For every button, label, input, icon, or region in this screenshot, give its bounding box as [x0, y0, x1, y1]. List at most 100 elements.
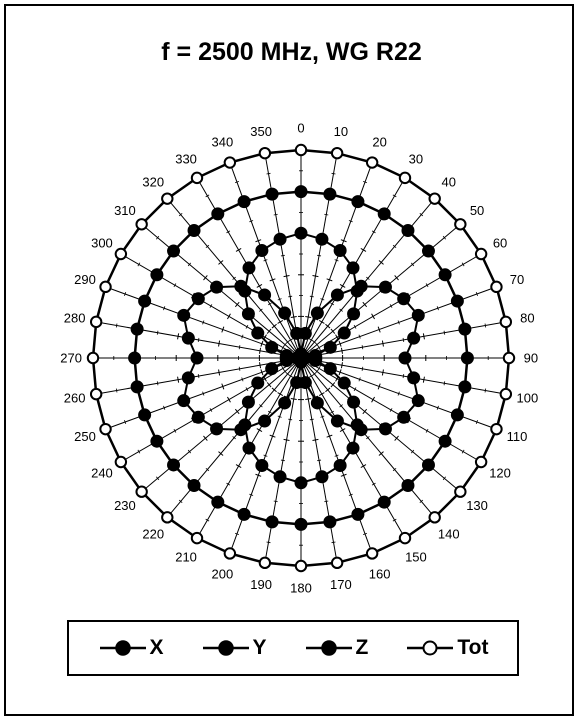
point-tot-0	[294, 143, 308, 157]
point-y-190	[273, 470, 287, 484]
point-z-320	[187, 224, 201, 238]
minor-tick	[209, 408, 213, 412]
point-tot-200	[223, 547, 237, 560]
minor-tick	[124, 420, 127, 425]
spoke-tick	[360, 464, 367, 469]
angle-label-210: 210	[175, 550, 197, 565]
spoke-tick	[218, 340, 221, 347]
point-z-40	[401, 224, 415, 238]
minor-tick	[178, 213, 183, 217]
minor-tick	[163, 306, 166, 311]
minor-tick	[436, 405, 439, 410]
spoke-tick	[277, 392, 284, 396]
legend-label-y: Y	[252, 636, 267, 659]
angle-label-100: 100	[516, 390, 538, 405]
spoke-tick	[218, 369, 221, 376]
spoke-tick	[260, 369, 264, 376]
minor-tick	[353, 387, 357, 392]
point-z-310	[167, 244, 181, 258]
point-z-330	[211, 207, 225, 221]
minor-tick	[358, 334, 361, 339]
angle-label-170: 170	[330, 577, 352, 592]
minor-tick	[475, 291, 478, 296]
minor-tick	[442, 235, 446, 240]
spoke-tick	[330, 328, 336, 334]
point-y-250	[265, 362, 279, 376]
minor-tick	[238, 345, 241, 350]
spoke-tick	[371, 396, 375, 403]
minor-tick	[320, 415, 325, 418]
minor-tick	[443, 381, 446, 386]
spoke-tick	[330, 382, 336, 388]
point-tot-70	[490, 280, 503, 294]
point-y-10	[315, 232, 329, 246]
minor-tick	[315, 369, 319, 374]
point-y-40	[350, 284, 364, 298]
minor-tick	[484, 388, 487, 393]
minor-tick	[366, 276, 370, 280]
point-y-300	[251, 326, 265, 340]
minor-tick	[209, 304, 213, 308]
point-y-20	[333, 243, 347, 257]
spoke-tick	[305, 316, 312, 319]
spoke-tick	[377, 326, 381, 333]
spoke-tick	[177, 333, 180, 340]
point-z-180	[294, 517, 308, 531]
angle-label-310: 310	[114, 203, 136, 218]
spoke-tick	[283, 275, 290, 278]
spoke-tick	[255, 473, 262, 477]
spoke-tick	[339, 284, 346, 288]
minor-tick	[283, 342, 287, 347]
point-x-270	[190, 351, 204, 365]
point-z-0	[294, 185, 308, 199]
point-y-200	[255, 459, 269, 473]
point-z-60	[438, 268, 452, 282]
minor-tick	[205, 194, 210, 198]
point-tot-30	[398, 171, 412, 185]
minor-tick	[173, 428, 177, 433]
minor-tick	[273, 213, 278, 216]
spoke-tick	[260, 340, 264, 347]
point-tot-190	[258, 556, 272, 570]
angle-label-130: 130	[466, 498, 488, 513]
minor-tick	[339, 308, 343, 312]
point-z-340	[237, 195, 251, 209]
legend-label-x: X	[149, 636, 164, 659]
point-tot-340	[223, 156, 237, 169]
legend-item-y: Y	[201, 636, 267, 660]
point-x-150	[330, 414, 344, 428]
angle-label-320: 320	[142, 174, 164, 189]
point-z-200	[237, 507, 251, 521]
minor-tick	[309, 295, 314, 298]
spoke-tick	[360, 247, 367, 252]
minor-tick	[263, 454, 268, 457]
point-tot-40	[428, 192, 441, 205]
minor-tick	[358, 377, 361, 382]
point-z-20	[351, 195, 365, 209]
point-tot-250	[99, 422, 112, 436]
point-tot-300	[114, 247, 128, 261]
point-z-160	[351, 507, 365, 521]
minor-tick	[309, 374, 314, 378]
minor-tick	[366, 436, 370, 440]
point-x-290	[177, 308, 191, 322]
point-z-280	[130, 322, 144, 336]
minor-tick	[267, 302, 272, 306]
point-x-210	[258, 414, 272, 428]
minor-tick	[397, 320, 400, 325]
angle-label-10: 10	[334, 124, 348, 139]
point-x-350	[290, 326, 304, 340]
minor-tick	[280, 459, 285, 462]
minor-tick	[371, 230, 376, 234]
spoke-tick	[318, 320, 325, 324]
minor-tick	[361, 345, 364, 350]
spoke-tick	[227, 396, 231, 403]
minor-tick	[397, 391, 400, 396]
angle-label-300: 300	[91, 236, 113, 251]
minor-tick	[288, 295, 293, 298]
point-x-330	[258, 288, 272, 302]
spoke-tick	[305, 397, 312, 400]
spoke-tick	[269, 278, 276, 282]
minor-tick	[226, 482, 231, 486]
